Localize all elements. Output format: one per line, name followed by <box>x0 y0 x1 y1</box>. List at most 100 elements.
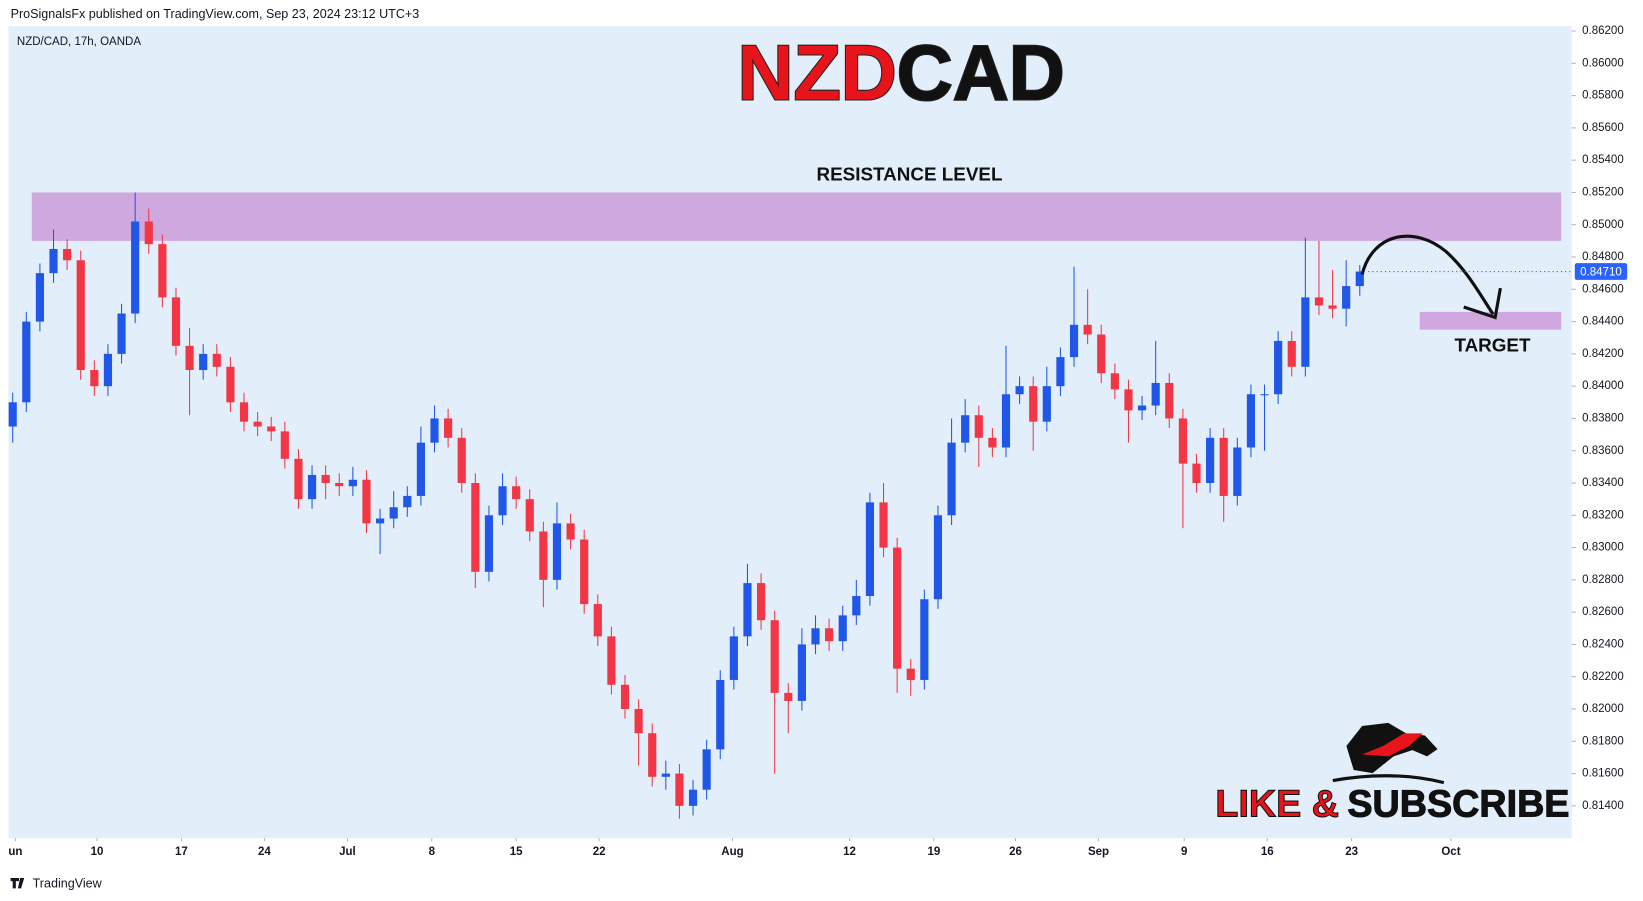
candle-body <box>321 474 330 484</box>
candle-body <box>825 628 834 642</box>
x-tick-label: Oct <box>1441 846 1460 858</box>
candle-body <box>1328 305 1337 309</box>
candle-body <box>144 221 153 245</box>
y-tick-label: 0.84400 <box>1582 316 1624 328</box>
x-tick-label: Sep <box>1088 846 1109 858</box>
x-tick-label: 19 <box>927 846 940 858</box>
candle-body <box>8 402 17 427</box>
candle-body <box>280 431 289 459</box>
candle-body <box>1029 386 1038 422</box>
candle-body <box>375 518 385 524</box>
plot-layer: RESISTANCE LEVEL TARGET <box>8 164 1562 819</box>
title-part: NZD <box>737 31 896 117</box>
x-tick-label: 16 <box>1261 846 1274 858</box>
last-price-box <box>1574 263 1628 280</box>
y-tick-label: 0.83000 <box>1582 542 1624 554</box>
x-tick-label: Aug <box>721 846 743 858</box>
candle-body <box>525 499 534 532</box>
candle-body <box>1260 394 1269 396</box>
candle-body <box>416 442 425 496</box>
candle-body <box>117 313 126 354</box>
candle-body <box>239 402 249 422</box>
chart-title: NZDCAD <box>737 31 1064 117</box>
candle-body <box>307 474 317 500</box>
candle-body <box>1219 437 1228 496</box>
candle-body <box>865 502 875 597</box>
candle-body <box>199 353 208 371</box>
x-tick-label: 26 <box>1009 846 1022 858</box>
candle-body <box>185 345 194 371</box>
y-tick-label: 0.84600 <box>1582 283 1624 295</box>
candle-body <box>1015 386 1024 395</box>
y-tick-label: 0.82400 <box>1582 638 1624 650</box>
candle-body <box>430 418 439 443</box>
x-tick-label: un <box>8 846 22 858</box>
price-zone <box>1419 311 1562 330</box>
x-tick-label: 9 <box>1181 846 1187 858</box>
candle-body <box>729 636 738 680</box>
candle-body <box>171 297 181 346</box>
candle-body <box>906 668 915 680</box>
candle-body <box>566 523 575 540</box>
y-tick-label: 0.81600 <box>1582 768 1624 780</box>
candle-body <box>974 415 983 438</box>
candle-body <box>539 531 548 580</box>
x-tick-label: 8 <box>429 846 436 858</box>
candle-body <box>961 415 970 443</box>
y-tick-label: 0.86000 <box>1582 57 1624 69</box>
call-to-action: LIKE & SUBSCRIBE <box>1215 783 1569 825</box>
candle-body <box>1314 297 1324 306</box>
candle-body <box>512 486 521 500</box>
candle-body <box>1042 386 1051 422</box>
candle-body <box>838 615 847 642</box>
y-tick-label: 0.81800 <box>1582 735 1624 747</box>
candle-body <box>1083 324 1092 335</box>
candle-body <box>131 221 140 314</box>
y-tick-label: 0.82000 <box>1582 703 1624 715</box>
projection-arrow <box>1360 234 1495 316</box>
candle-body <box>811 628 820 645</box>
candle-body <box>1355 271 1364 287</box>
y-tick-label: 0.84800 <box>1582 251 1624 263</box>
candle-body <box>756 583 766 621</box>
candle-body <box>607 636 616 685</box>
candle-body <box>784 692 793 701</box>
y-tick-label: 0.82800 <box>1582 574 1624 586</box>
x-tick-label: 10 <box>91 846 104 858</box>
plot-background <box>8 26 1572 839</box>
candle-body <box>1342 286 1351 309</box>
candle-body <box>253 421 262 427</box>
y-tick-label: 0.85800 <box>1582 90 1624 102</box>
y-tick-label: 0.82600 <box>1582 606 1624 618</box>
y-tick-label: 0.83200 <box>1582 509 1624 521</box>
candle-body <box>634 709 643 734</box>
candle-body <box>158 244 167 298</box>
candle-body <box>1246 394 1256 448</box>
y-tick-label: 0.86200 <box>1582 25 1624 37</box>
candle-body <box>212 353 221 367</box>
y-tick-label: 0.83800 <box>1582 412 1624 424</box>
candle-body <box>988 437 997 448</box>
candle-body <box>920 599 929 680</box>
candle-body <box>648 733 657 777</box>
candle-body <box>1178 418 1187 464</box>
candle-body <box>1206 437 1215 484</box>
candle-body <box>1274 340 1283 395</box>
candle-body <box>1124 389 1133 411</box>
zone-label: RESISTANCE LEVEL <box>816 164 1002 185</box>
last-price-label: 0.84710 <box>1580 267 1622 279</box>
candle-body <box>444 418 453 438</box>
candle-body <box>661 773 670 777</box>
candle-body <box>1001 394 1011 448</box>
candle-body <box>498 486 507 516</box>
tradingview-logo <box>10 877 25 889</box>
y-tick-label: 0.84000 <box>1582 380 1624 392</box>
x-tick-label: 15 <box>510 846 523 858</box>
candle-body <box>22 321 31 403</box>
candle-body <box>770 620 779 693</box>
candle-body <box>389 507 398 519</box>
candle-body <box>49 248 58 274</box>
candle-body <box>879 502 888 548</box>
candle-body <box>688 789 698 806</box>
candle-body <box>484 515 494 572</box>
